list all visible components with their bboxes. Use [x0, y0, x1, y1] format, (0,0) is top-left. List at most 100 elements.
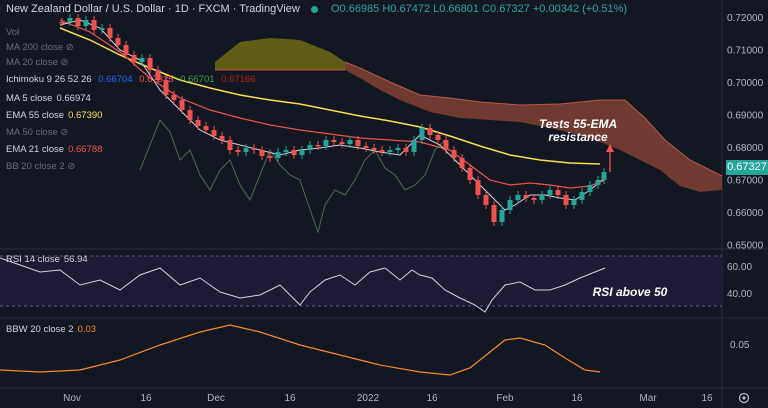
rsi-tick-60: 60.00 — [727, 262, 752, 273]
eye-off-icon[interactable]: ⊘ — [60, 127, 69, 138]
price-tick: 0.70000 — [727, 78, 764, 89]
legend-ma20[interactable]: MA 20 close ⊘ — [6, 57, 69, 68]
candle-body — [347, 140, 353, 144]
time-tick: 16 — [701, 393, 713, 404]
candle-body — [467, 168, 473, 180]
candle-body — [259, 150, 265, 156]
ema-annotation: Tests 55-EMA resistance — [538, 117, 618, 144]
candle-body — [163, 80, 169, 95]
candle-body — [315, 145, 321, 147]
legend-rsi[interactable]: RSI 14 close 56.94 — [6, 254, 88, 265]
gear-icon[interactable] — [738, 392, 750, 404]
candle-body — [267, 156, 273, 158]
candle-body — [595, 180, 601, 185]
candle-body — [323, 140, 329, 146]
rsi-line — [0, 257, 606, 313]
candle-body — [387, 150, 393, 152]
ema-21-line — [59, 19, 606, 189]
legend-ma200[interactable]: MA 200 close ⊘ — [6, 42, 74, 53]
low-value: L0.66801 — [433, 3, 480, 15]
price-tick: 0.69000 — [727, 111, 764, 122]
candle-body — [243, 148, 249, 152]
candle-body — [227, 140, 233, 150]
candle-body — [411, 140, 417, 152]
candle-body — [291, 150, 297, 155]
candle-body — [443, 140, 449, 150]
price-axis[interactable]: 0.72000 0.71000 0.70000 0.69000 0.68000 0.670… — [727, 13, 764, 252]
candle-body — [331, 140, 337, 142]
time-tick: Mar — [639, 393, 657, 404]
candle-body — [601, 172, 607, 180]
candle-body — [107, 28, 113, 38]
candle-body — [435, 135, 441, 140]
price-tick: 0.66000 — [727, 208, 764, 219]
legend-ema55[interactable]: EMA 55 close 0.67390 — [6, 110, 103, 121]
legend-ma50[interactable]: MA 50 close ⊘ — [6, 127, 69, 138]
time-tick: 16 — [140, 393, 152, 404]
candle-body — [571, 200, 577, 205]
candle-body — [67, 18, 73, 22]
candle-body — [459, 158, 465, 168]
eye-off-icon[interactable]: ⊘ — [60, 57, 69, 68]
bbw-line — [0, 324, 601, 376]
candle-body — [371, 148, 377, 150]
market-status-dot — [310, 5, 318, 13]
candle-body — [555, 190, 561, 195]
time-axis[interactable]: Nov 16 Dec 16 2022 16 Feb 16 Mar 16 — [63, 393, 713, 404]
candle-body — [275, 152, 281, 158]
candle-body — [155, 70, 161, 80]
ma-5-line — [59, 19, 606, 211]
candle-body — [283, 150, 289, 152]
symbol-title[interactable]: New Zealand Dollar / U.S. Dollar · 1D · … — [6, 3, 300, 15]
legend-ma5[interactable]: MA 5 close 0.66974 — [6, 93, 91, 104]
candle-body — [147, 58, 153, 70]
candle-body — [115, 38, 121, 45]
price-tick: 0.72000 — [727, 13, 764, 24]
candle-body — [403, 148, 409, 152]
candle-body — [75, 18, 81, 26]
rsi-annotation: RSI above 50 — [592, 285, 668, 299]
candle-body — [91, 20, 97, 30]
candle-body — [515, 195, 521, 200]
ichimoku-cloud-bull — [215, 38, 345, 70]
candle-body — [307, 145, 313, 150]
candle-body — [123, 45, 129, 55]
candle-body — [251, 148, 257, 150]
candles — [59, 14, 607, 226]
candle-body — [299, 150, 305, 155]
candle-body — [195, 120, 201, 126]
candle-body — [179, 100, 185, 110]
candle-body — [211, 130, 217, 136]
ichimoku-lagging-span — [139, 119, 446, 234]
candle-body — [187, 110, 193, 120]
close-value: C0.67327 — [482, 3, 530, 15]
candle-body — [83, 20, 89, 26]
legend-ichimoku[interactable]: Ichimoku 9 26 52 26 0.66704 0.67325 0.66… — [6, 74, 256, 85]
candle-body — [427, 128, 433, 135]
open-value: O0.66985 — [330, 3, 380, 15]
candle-body — [523, 195, 529, 198]
eye-off-icon[interactable]: ⊘ — [67, 161, 76, 172]
candle-body — [131, 55, 137, 62]
price-tick: 0.65000 — [727, 241, 764, 252]
candle-body — [355, 140, 361, 146]
candle-body — [363, 146, 369, 148]
legend-bb20[interactable]: BB 20 close 2 ⊘ — [6, 161, 76, 172]
candle-body — [203, 126, 209, 130]
legend-ema21[interactable]: EMA 21 close 0.66788 — [6, 144, 103, 155]
legend-vol[interactable]: Vol — [6, 27, 20, 38]
candle-body — [539, 195, 545, 200]
candle-body — [563, 195, 569, 205]
candle-body — [475, 180, 481, 195]
eye-off-icon[interactable]: ⊘ — [65, 42, 74, 53]
time-tick: 16 — [571, 393, 583, 404]
candle-body — [451, 150, 457, 158]
legend-bbw[interactable]: BBW 20 close 2 0.03 — [6, 324, 97, 335]
price-tick: 0.68000 — [727, 143, 764, 154]
candle-body — [531, 198, 537, 200]
candle-body — [219, 136, 225, 140]
time-tick: 2022 — [357, 393, 380, 404]
candle-body — [59, 22, 65, 24]
time-tick: Dec — [207, 393, 225, 404]
